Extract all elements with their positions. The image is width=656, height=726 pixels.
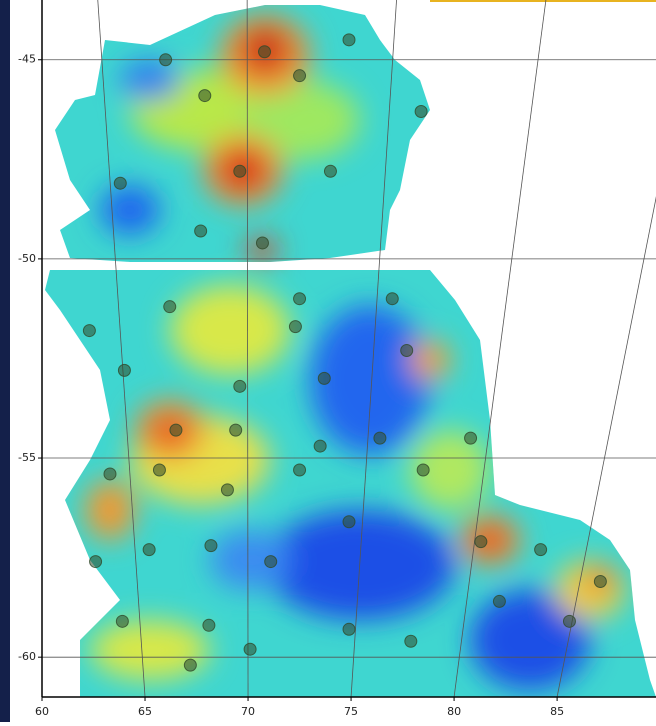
point — [82, 324, 96, 338]
point — [89, 555, 103, 569]
point — [342, 622, 356, 636]
point — [220, 483, 234, 497]
point — [373, 431, 387, 445]
point — [313, 439, 327, 453]
point — [183, 658, 197, 672]
point — [115, 614, 129, 628]
point — [342, 515, 356, 529]
point — [293, 292, 307, 306]
point — [117, 363, 131, 377]
point — [492, 594, 506, 608]
point — [416, 463, 430, 477]
tick-labels: -45 -50 -55 -60 60 65 70 75 80 85 — [18, 53, 564, 718]
point — [317, 371, 331, 385]
x-tick-label: 85 — [550, 705, 564, 718]
point — [198, 89, 212, 103]
x-tick-label: 80 — [447, 705, 461, 718]
point — [113, 176, 127, 190]
point — [163, 300, 177, 314]
point — [152, 463, 166, 477]
point — [103, 467, 117, 481]
point — [233, 379, 247, 393]
points — [82, 33, 607, 672]
point — [204, 539, 218, 553]
point — [414, 105, 428, 119]
point — [404, 634, 418, 648]
point — [342, 33, 356, 47]
point — [258, 45, 272, 59]
x-tick-label: 70 — [241, 705, 255, 718]
point — [243, 642, 257, 656]
point — [474, 535, 488, 549]
point — [233, 164, 247, 178]
point — [385, 292, 399, 306]
left-edge — [0, 0, 10, 722]
point — [255, 236, 269, 250]
point — [159, 53, 173, 67]
point — [293, 69, 307, 83]
grid-line — [246, 0, 249, 697]
point — [593, 574, 607, 588]
point — [562, 614, 576, 628]
point — [194, 224, 208, 238]
point — [323, 164, 337, 178]
x-tick-label: 75 — [344, 705, 358, 718]
y-tick-label: -60 — [18, 650, 36, 663]
y-tick-label: -45 — [18, 53, 36, 66]
grid — [42, 0, 656, 697]
point — [169, 423, 183, 437]
grid-line — [97, 0, 146, 697]
point — [293, 463, 307, 477]
point — [534, 543, 548, 557]
grid-line — [556, 196, 656, 697]
grid-line — [350, 0, 397, 697]
heatmap — [45, 5, 656, 697]
y-tick-label: -50 — [18, 252, 36, 265]
x-tick-label: 60 — [35, 705, 49, 718]
grid-line — [453, 0, 547, 697]
y-tick-label: -55 — [18, 451, 36, 464]
point — [202, 618, 216, 632]
point — [464, 431, 478, 445]
x-tick-label: 65 — [138, 705, 152, 718]
point — [288, 320, 302, 334]
point — [229, 423, 243, 437]
point — [142, 543, 156, 557]
point — [264, 555, 278, 569]
point — [400, 343, 414, 357]
